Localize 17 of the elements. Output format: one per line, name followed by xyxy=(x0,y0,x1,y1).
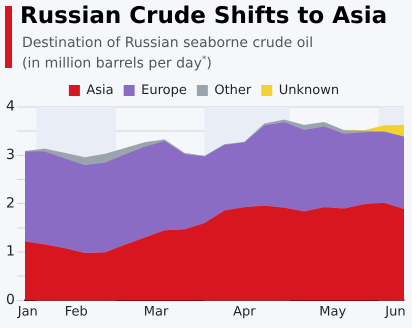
x-tick-label: Jun xyxy=(384,304,406,320)
legend-label: Asia xyxy=(86,82,114,98)
chart-title: Russian Crude Shifts to Asia xyxy=(20,3,388,29)
chart-subtitle: Destination of Russian seaborne crude oil (in million barrels per day$^{*}$) xyxy=(22,35,314,73)
legend-label: Other xyxy=(214,82,252,98)
y-tick-label: 4 xyxy=(6,98,15,115)
y-tick-label: 1 xyxy=(6,244,15,260)
x-tick-label: Feb xyxy=(64,304,88,320)
y-tick-label: 0 xyxy=(6,292,15,308)
x-tick-label: Apr xyxy=(233,304,256,320)
y-tick-label: 2 xyxy=(6,195,15,212)
y-tick-label: 3 xyxy=(6,146,15,163)
x-tick-label: Mar xyxy=(144,304,169,320)
x-tick-label: May xyxy=(319,304,346,320)
legend-label: Europe xyxy=(141,82,187,98)
x-tick-label: Jan xyxy=(16,304,38,320)
legend-label: Unknown xyxy=(278,82,340,98)
